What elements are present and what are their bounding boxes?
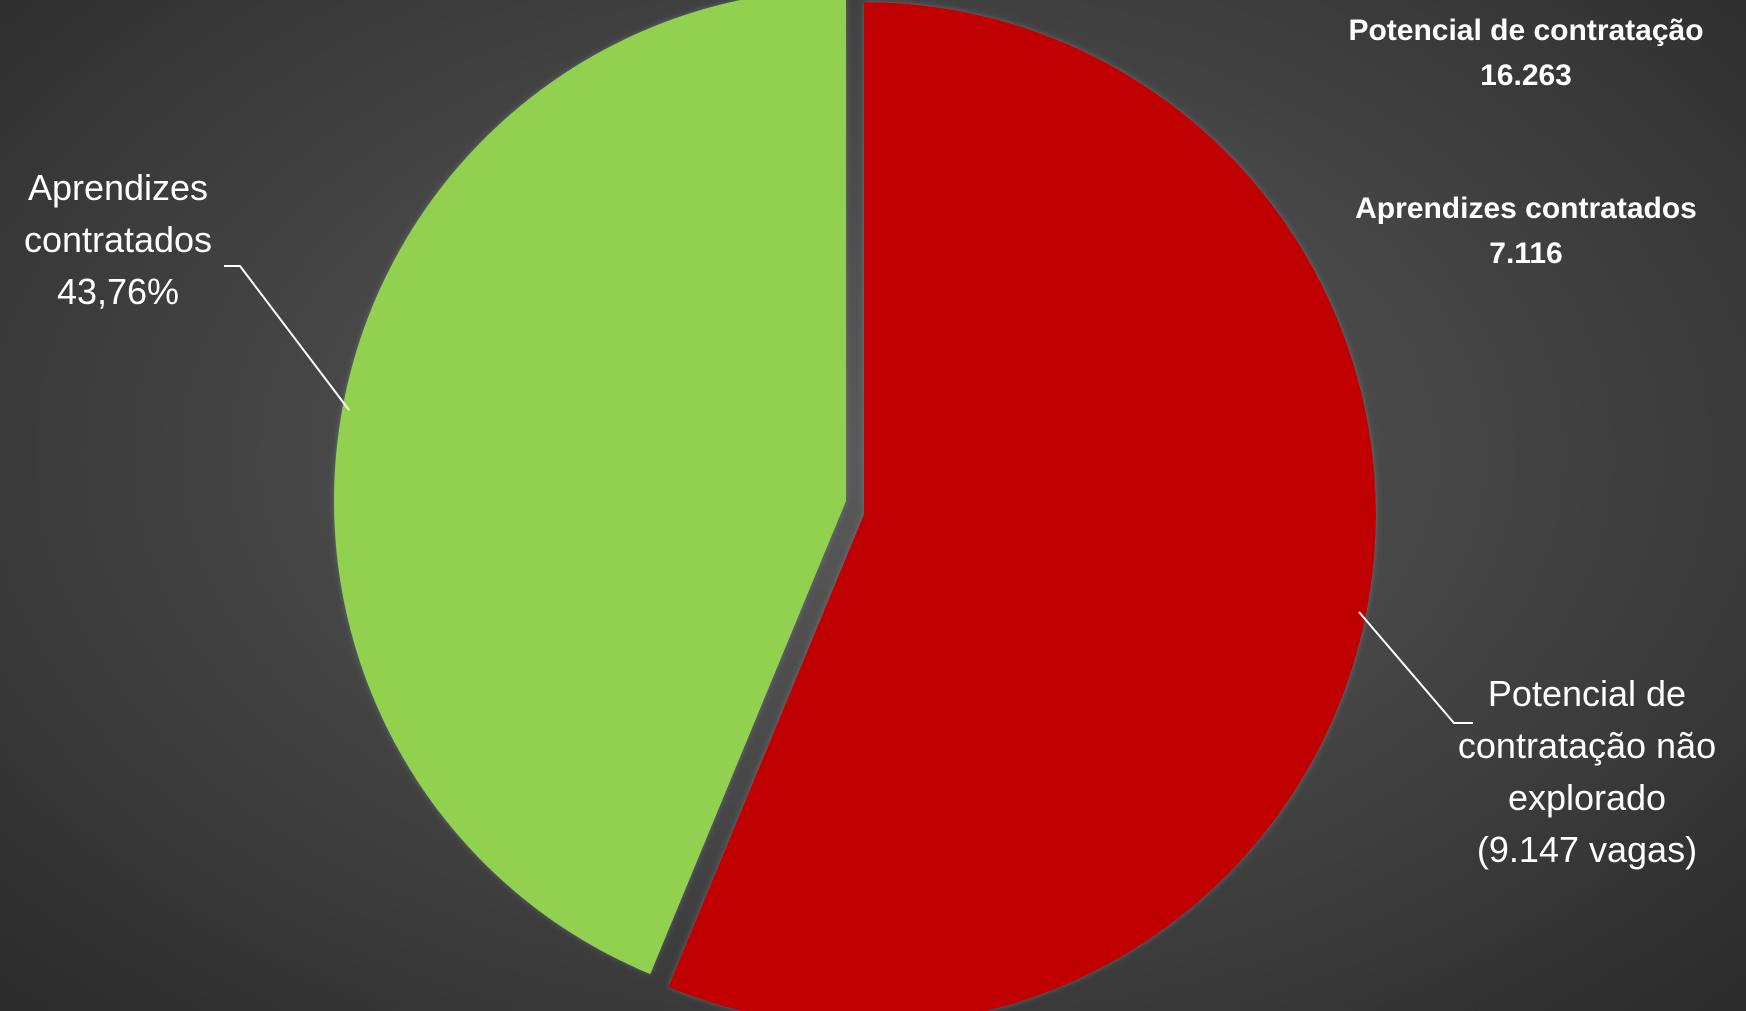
leader-line: [224, 265, 350, 411]
slice-label-line: contratação não: [1458, 725, 1716, 766]
leader-line: [1358, 611, 1473, 724]
summary-contratados-title: Aprendizes contratados: [1355, 192, 1697, 225]
leader-lines: [224, 265, 1473, 724]
slice-label-line: contratados: [24, 219, 212, 260]
summary-potencial-contratacao: Potencial de contratação 16.263: [1316, 8, 1736, 98]
slice-label-line: explorado: [1508, 777, 1666, 818]
pie-slices: [334, 0, 1376, 1011]
summary-potencial-title: Potencial de contratação: [1348, 14, 1704, 47]
pie-slice-potencial-nao-explorado: [668, 2, 1376, 1011]
slice-labels: Potencial de contratação não explorado (9.1…: [24, 167, 1716, 870]
slice-label-line: 43,76%: [57, 271, 179, 312]
summary-potencial-value: 16.263: [1480, 59, 1572, 92]
summary-aprendizes-contratados: Aprendizes contratados 7.116: [1316, 186, 1736, 276]
pie-slice-aprendizes-contratados: [334, 0, 846, 975]
slice-label-line: (9.147 vagas): [1477, 829, 1697, 870]
summary-contratados-value: 7.116: [1489, 237, 1563, 270]
slice-label-line: Potencial de: [1488, 673, 1686, 714]
slice-label: Aprendizes contratados 43,76%: [24, 167, 212, 312]
slice-label: Potencial de contratação não explorado (9.1…: [1458, 673, 1716, 870]
slice-label-line: Aprendizes: [28, 167, 208, 208]
